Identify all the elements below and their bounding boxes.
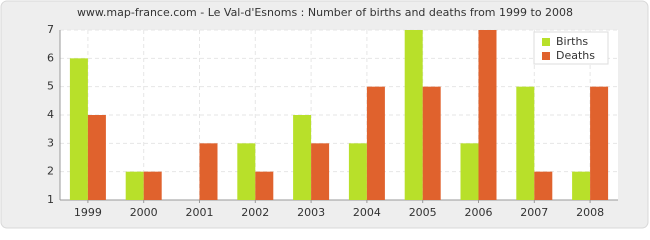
bar	[255, 171, 274, 200]
x-tick-label: 2003	[297, 206, 325, 219]
x-tick-label: 2000	[130, 206, 158, 219]
bar	[404, 30, 423, 200]
bar	[348, 143, 367, 200]
x-tick-label: 2005	[409, 206, 437, 219]
bar	[422, 86, 441, 200]
bar	[293, 115, 312, 200]
bar	[125, 171, 144, 200]
x-tick-label: 2008	[576, 206, 604, 219]
chart: www.map-france.com - Le Val-d'Esnoms : N…	[0, 0, 649, 229]
x-tick-label: 2002	[241, 206, 269, 219]
x-tick-label: 2004	[353, 206, 381, 219]
y-tick-label: 5	[47, 80, 54, 93]
bar	[366, 86, 385, 200]
legend-swatch	[542, 52, 550, 60]
bar	[460, 143, 479, 200]
bar	[199, 143, 218, 200]
y-tick-label: 3	[47, 136, 54, 149]
bar	[87, 115, 106, 200]
bar	[69, 58, 88, 201]
y-tick-label: 7	[47, 23, 54, 36]
bar	[516, 86, 535, 200]
y-tick-label: 6	[47, 51, 54, 64]
chart-title: www.map-france.com - Le Val-d'Esnoms : N…	[77, 6, 573, 19]
legend-label: Deaths	[556, 49, 595, 62]
y-tick-label: 2	[47, 165, 54, 178]
bar	[534, 171, 553, 200]
x-tick-label: 2007	[520, 206, 548, 219]
legend-label: Births	[556, 35, 588, 48]
bar	[237, 143, 256, 200]
bar	[478, 30, 497, 200]
bar	[572, 171, 591, 200]
y-tick-label: 1	[47, 193, 54, 206]
x-tick-label: 2001	[186, 206, 214, 219]
bar	[143, 171, 162, 200]
y-tick-label: 4	[47, 108, 54, 121]
bar	[311, 143, 330, 200]
bar	[590, 86, 609, 200]
x-tick-label: 1999	[74, 206, 102, 219]
x-tick-label: 2006	[465, 206, 493, 219]
legend-swatch	[542, 38, 550, 46]
